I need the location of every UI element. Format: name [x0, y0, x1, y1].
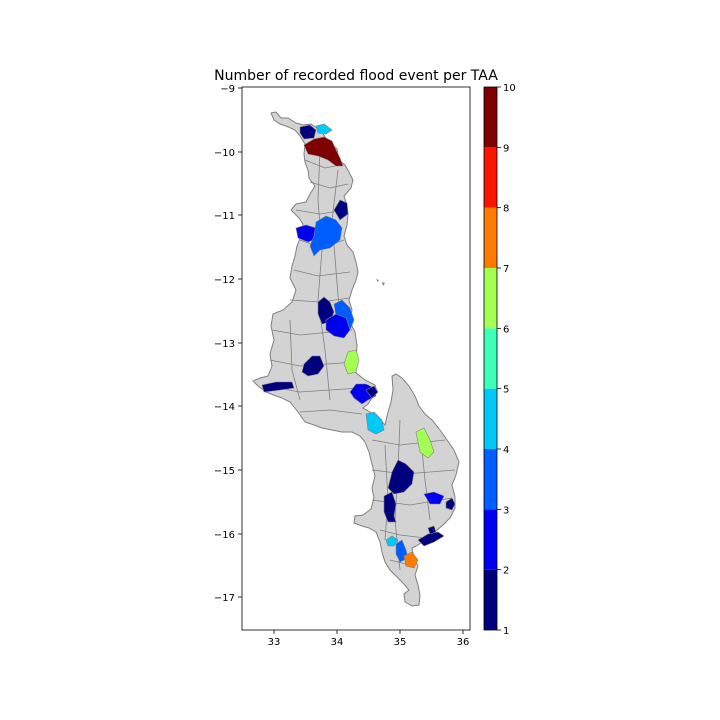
colorbar-band — [484, 449, 497, 510]
map-title: Number of recorded flood event per TAA — [214, 68, 498, 84]
region-mulanje-1 — [445, 497, 456, 511]
x-tick-label: 34 — [331, 637, 344, 648]
colorbar-band — [484, 147, 497, 208]
flood-regions — [261, 123, 456, 569]
x-tick-label: 35 — [394, 637, 407, 648]
region-south-east-1b — [427, 525, 437, 535]
x-tick-label: 33 — [268, 637, 281, 648]
y-tick-label: −9 — [220, 84, 235, 95]
region-zomba-1 — [387, 459, 415, 495]
y-tick-label: −15 — [214, 466, 235, 477]
colorbar-ticks: 1 2 3 4 5 6 7 8 9 10 — [497, 83, 516, 637]
region-central-west-1 — [301, 355, 325, 377]
colorbar: 1 2 3 4 5 6 7 8 9 10 — [483, 83, 516, 637]
y-tick-label: −10 — [214, 148, 235, 159]
y-tick-label: −16 — [214, 530, 235, 541]
region-mangochi-4 — [365, 411, 385, 435]
colorbar-tick-label: 7 — [503, 264, 509, 275]
y-tick-label: −17 — [214, 593, 235, 604]
colorbar-tick-label: 6 — [503, 324, 509, 335]
region-phalombe-2 — [423, 491, 445, 505]
colorbar-band — [484, 509, 497, 570]
colorbar-band — [484, 207, 497, 268]
y-tick-label: −14 — [214, 402, 235, 413]
region-south-east-1 — [417, 531, 445, 547]
region-north-top-4 — [315, 123, 333, 135]
colorbar-bands — [484, 87, 497, 630]
colorbar-band — [484, 87, 497, 148]
region-central-2 — [325, 313, 351, 339]
region-mchinji-1 — [261, 381, 295, 393]
x-axis: 33 34 35 36 — [268, 630, 470, 648]
y-axis: −9 −10 −11 −12 −13 −14 −15 −16 −17 — [214, 84, 242, 604]
colorbar-tick-label: 2 — [503, 566, 509, 577]
colorbar-tick-label: 10 — [503, 83, 516, 94]
chizumulu-island — [382, 282, 385, 286]
map-axes: 33 34 35 36 −9 −10 −11 −12 −13 −14 −15 −… — [214, 84, 471, 648]
colorbar-tick-label: 3 — [503, 505, 509, 516]
region-north-east-1 — [333, 199, 349, 221]
region-south-4 — [385, 535, 399, 547]
y-tick-label: −11 — [214, 211, 235, 222]
region-north-karonga — [303, 136, 344, 167]
y-tick-label: −12 — [214, 275, 235, 286]
region-salima-6 — [343, 349, 360, 375]
colorbar-band — [484, 328, 497, 389]
region-mzimba-3 — [309, 215, 343, 257]
colorbar-tick-label: 4 — [503, 445, 509, 456]
x-tick-label: 36 — [457, 637, 470, 648]
region-south-east-6 — [415, 427, 435, 459]
colorbar-band — [484, 268, 497, 329]
region-dedza-1b — [365, 385, 379, 399]
colorbar-tick-label: 8 — [503, 204, 509, 215]
y-tick-label: −13 — [214, 339, 235, 350]
colorbar-tick-label: 5 — [503, 385, 509, 396]
colorbar-tick-label: 9 — [503, 143, 509, 154]
region-south-west-1 — [383, 491, 397, 523]
region-nsanje-8 — [403, 551, 419, 569]
colorbar-band — [484, 388, 497, 449]
colorbar-frame — [483, 86, 498, 631]
likoma-island — [376, 279, 379, 282]
colorbar-tick-label: 1 — [503, 626, 509, 637]
region-north-top-1 — [299, 124, 317, 140]
colorbar-band — [484, 569, 497, 630]
